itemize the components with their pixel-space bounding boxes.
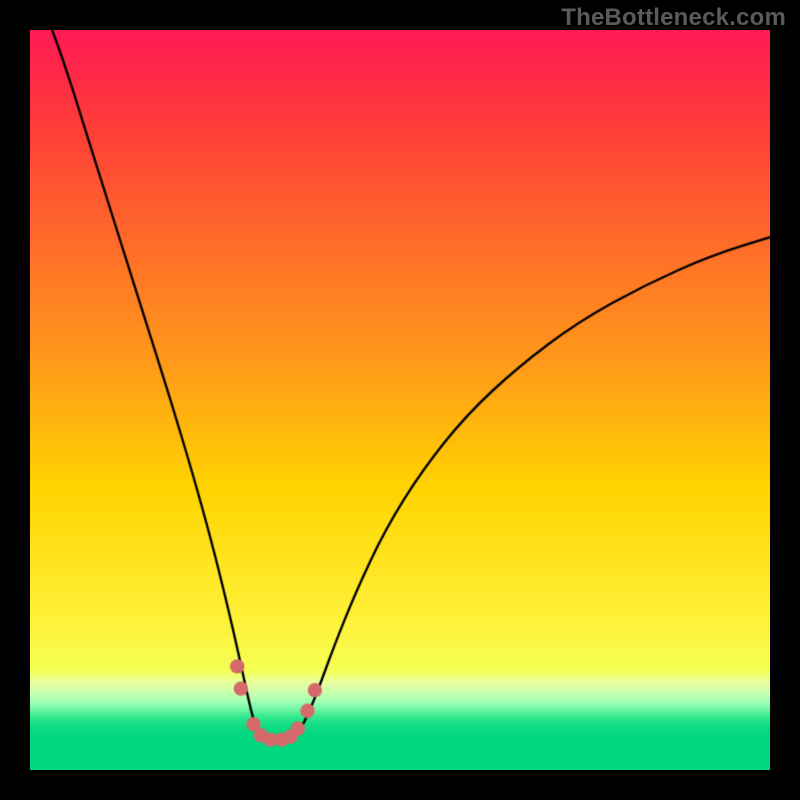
bottleneck-curve [30, 30, 770, 770]
watermark-text: TheBottleneck.com [561, 4, 786, 32]
plot-area [30, 30, 770, 770]
chart-frame: TheBottleneck.com [0, 0, 800, 800]
